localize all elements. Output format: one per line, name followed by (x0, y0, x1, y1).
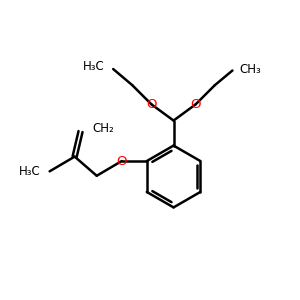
Text: O: O (146, 98, 157, 111)
Text: CH₂: CH₂ (92, 122, 114, 135)
Text: H₃C: H₃C (19, 165, 41, 178)
Text: O: O (190, 98, 201, 111)
Text: CH₃: CH₃ (240, 62, 262, 76)
Text: O: O (116, 154, 127, 167)
Text: H₃C: H₃C (82, 61, 104, 74)
